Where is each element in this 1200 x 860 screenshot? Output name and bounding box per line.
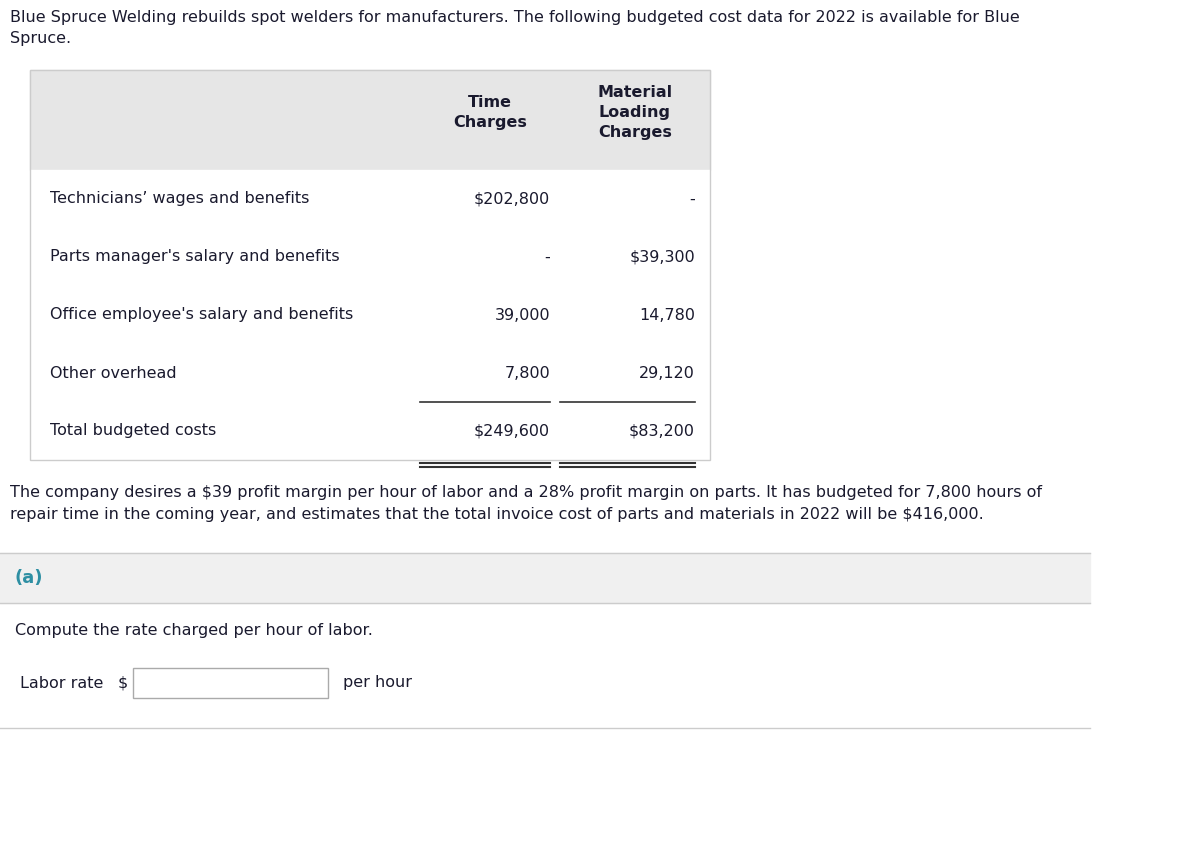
Bar (0, 553, 1090, 603)
Text: $39,300: $39,300 (629, 249, 695, 265)
Text: (a): (a) (14, 569, 43, 587)
Text: 29,120: 29,120 (640, 366, 695, 380)
Text: Other overhead: Other overhead (50, 366, 176, 380)
Text: 39,000: 39,000 (494, 308, 550, 322)
Text: $202,800: $202,800 (474, 192, 550, 206)
Text: -: - (689, 192, 695, 206)
Text: 14,780: 14,780 (640, 308, 695, 322)
Bar (30, 170, 710, 228)
Text: Parts manager's salary and benefits: Parts manager's salary and benefits (50, 249, 340, 265)
Text: Labor rate: Labor rate (20, 675, 103, 691)
Text: -: - (545, 249, 550, 265)
Text: Blue Spruce Welding rebuilds spot welders for manufacturers. The following budge: Blue Spruce Welding rebuilds spot welder… (10, 10, 1020, 46)
Bar (30, 344, 710, 402)
Text: Total budgeted costs: Total budgeted costs (50, 423, 216, 439)
Text: Office employee's salary and benefits: Office employee's salary and benefits (50, 308, 353, 322)
Text: 7,800: 7,800 (504, 366, 550, 380)
Text: Compute the rate charged per hour of labor.: Compute the rate charged per hour of lab… (14, 623, 373, 638)
Text: per hour: per hour (343, 675, 412, 691)
Text: $83,200: $83,200 (629, 423, 695, 439)
Bar (30, 70, 710, 170)
Text: The company desires a $39 profit margin per hour of labor and a 28% profit margi: The company desires a $39 profit margin … (10, 485, 1042, 522)
Bar (30, 286, 710, 344)
Text: $249,600: $249,600 (474, 423, 550, 439)
Bar (133, 668, 328, 698)
Bar (30, 70, 710, 460)
Text: $: $ (118, 675, 128, 691)
Bar (30, 228, 710, 286)
Text: Time
Charges: Time Charges (454, 95, 527, 130)
Bar (30, 402, 710, 460)
Text: Technicians’ wages and benefits: Technicians’ wages and benefits (50, 192, 310, 206)
Text: Material
Loading
Charges: Material Loading Charges (598, 85, 672, 139)
